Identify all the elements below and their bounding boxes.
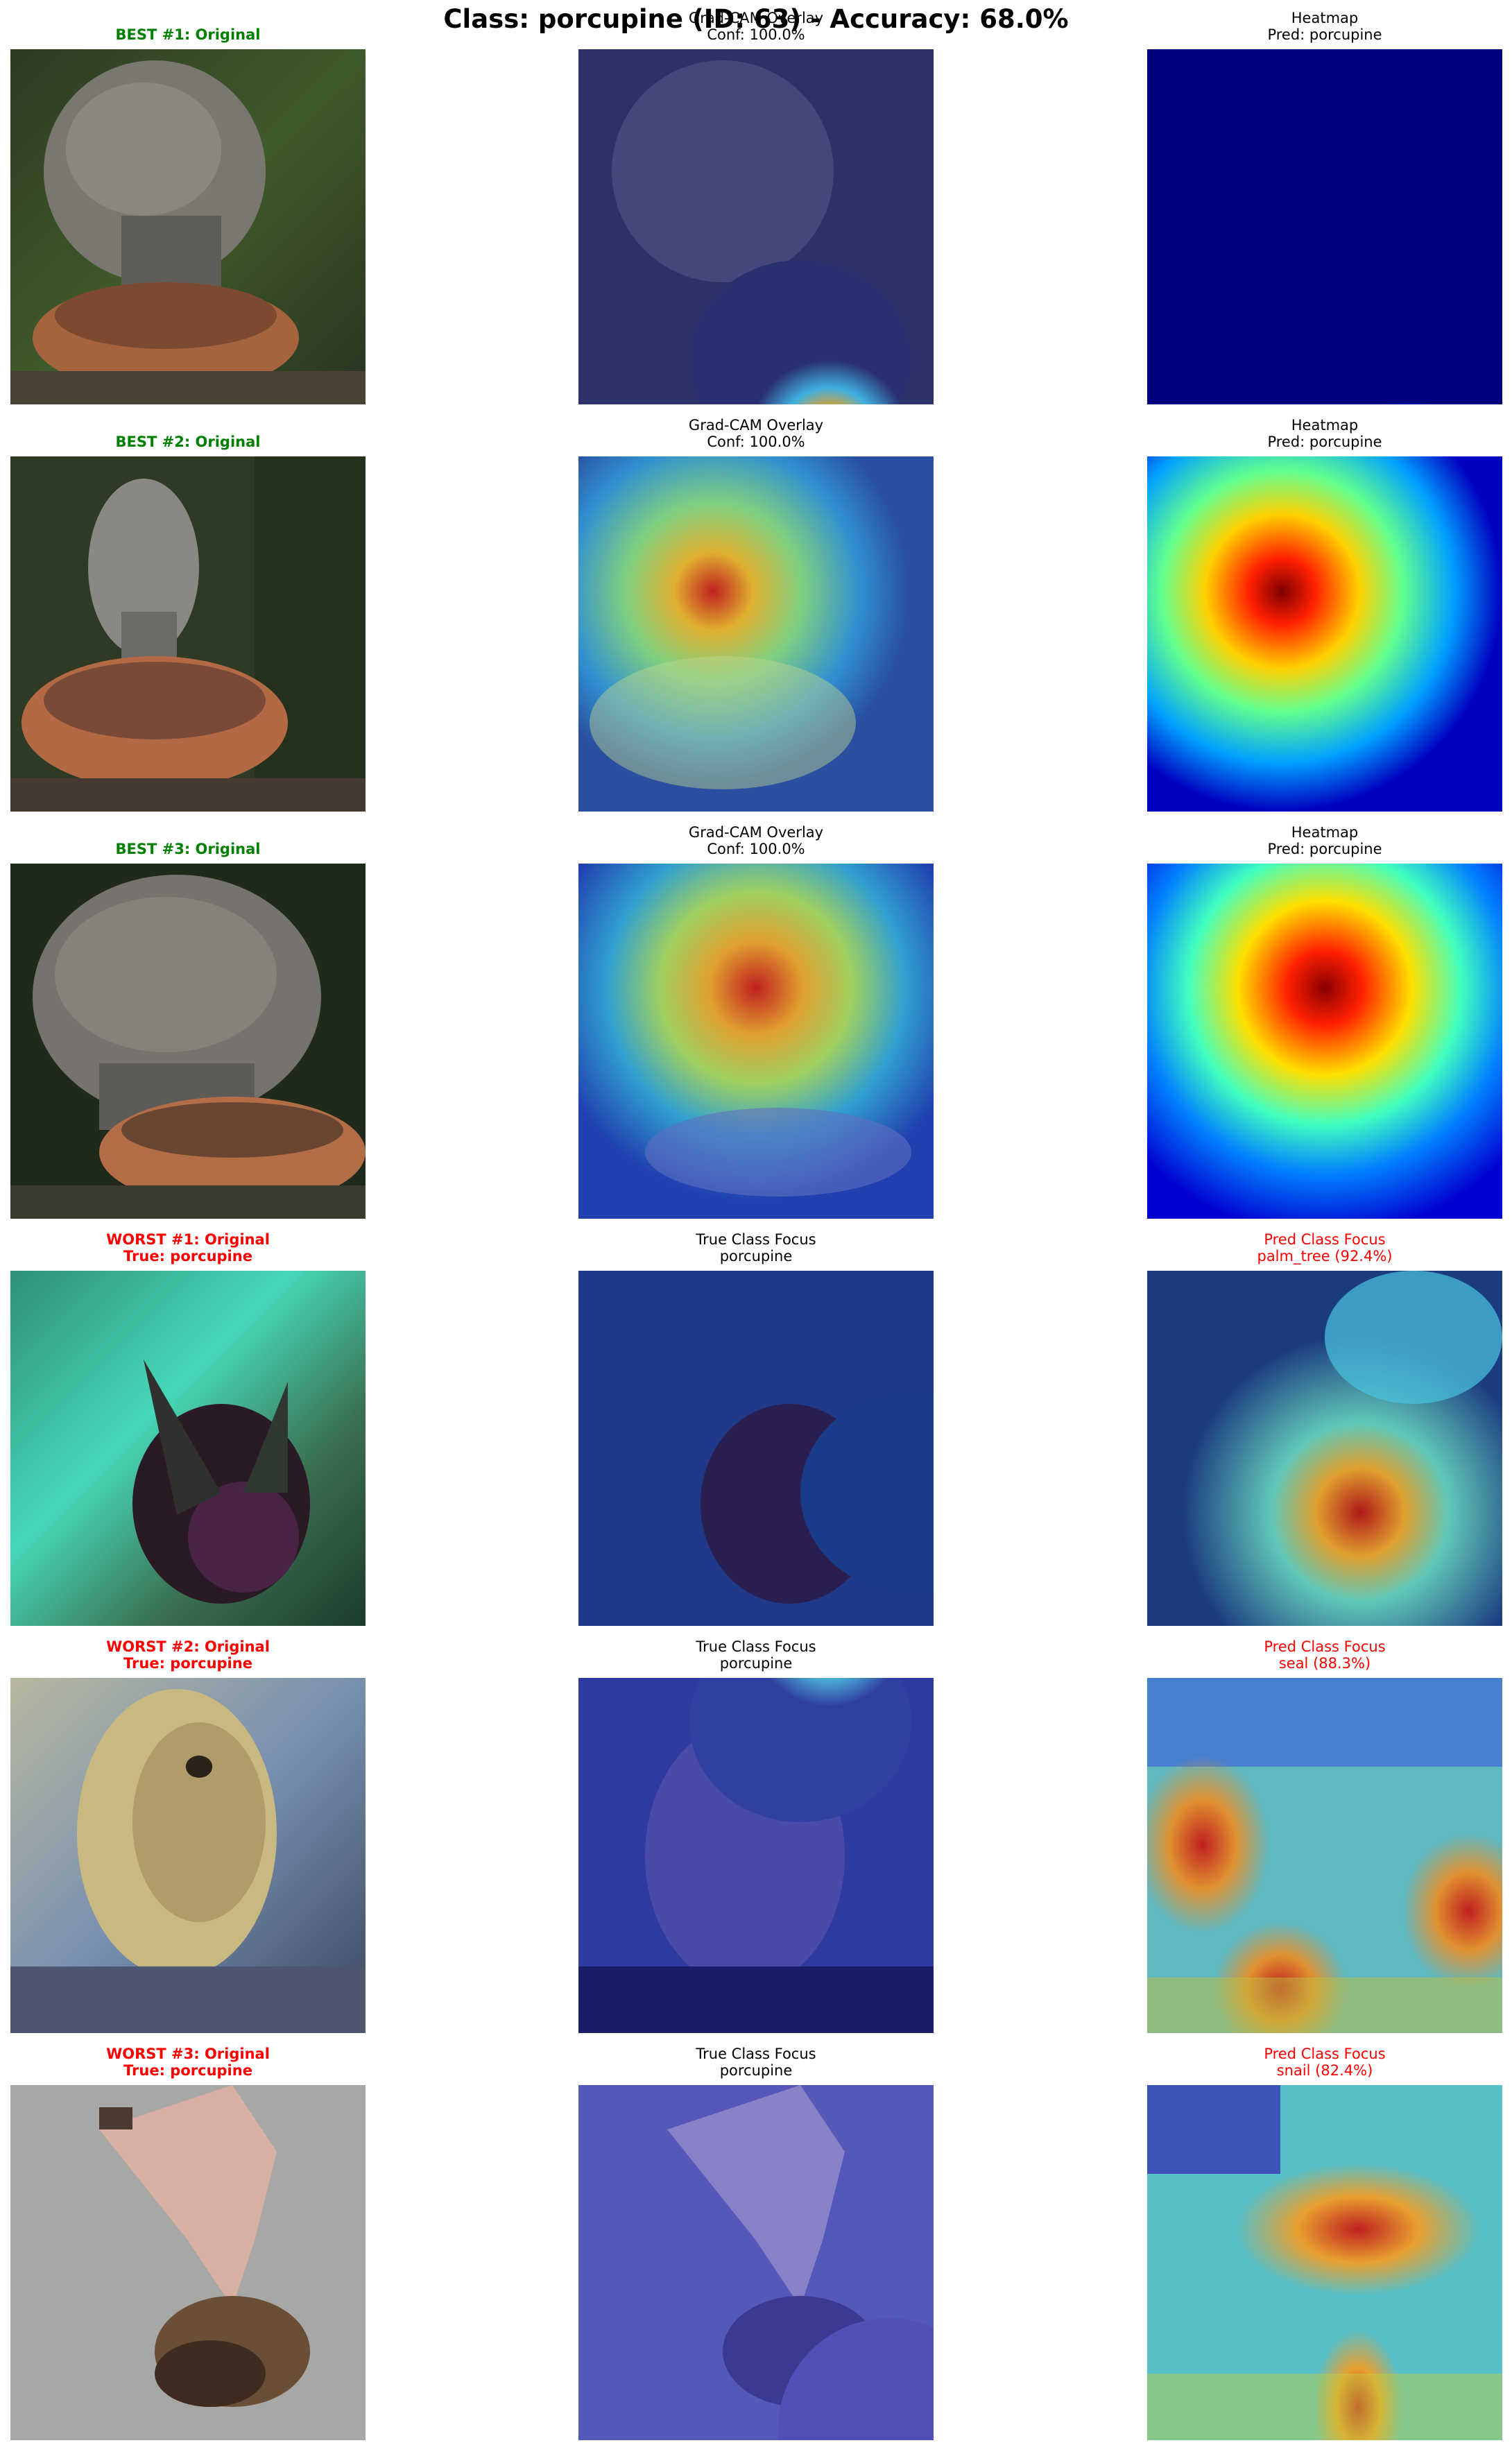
row5-original-title: WORST #2: Original True: porcupine xyxy=(106,1638,270,1672)
row2-heatmap-image xyxy=(1147,456,1502,812)
row1-overlay-title: Grad-CAM Overlay Conf: 100.0% xyxy=(688,10,824,43)
row1-original-image xyxy=(10,49,366,404)
row4-true-class-focus-image xyxy=(578,1271,934,1626)
row3-original-image xyxy=(10,864,366,1219)
row6-original-image xyxy=(10,2085,366,2440)
row6-pred-focus-title: Pred Class Focus snail (82.4%) xyxy=(1264,2046,1386,2079)
row2-original-image xyxy=(10,456,366,812)
row5-pred-class-focus-image xyxy=(1147,1678,1502,2033)
row4-pred-focus-title: Pred Class Focus palm_tree (92.4%) xyxy=(1257,1231,1393,1264)
row5-pred-focus-title: Pred Class Focus seal (88.3%) xyxy=(1264,1638,1386,1672)
figure-title: Class: porcupine (ID: 63) - Accuracy: 68… xyxy=(443,4,1069,34)
row6-true-focus-title: True Class Focus porcupine xyxy=(696,2046,816,2079)
row4-original-title: WORST #1: Original True: porcupine xyxy=(106,1231,270,1264)
row1-heatmap-image xyxy=(1147,49,1502,404)
row2-heatmap-title: Heatmap Pred: porcupine xyxy=(1267,417,1382,450)
row4-original-image xyxy=(10,1271,366,1626)
row3-heatmap-image xyxy=(1147,864,1502,1219)
row5-true-class-focus-image xyxy=(578,1678,934,2033)
row6-original-title: WORST #3: Original True: porcupine xyxy=(106,2046,270,2079)
row2-overlay-title: Grad-CAM Overlay Conf: 100.0% xyxy=(688,417,824,450)
row3-heatmap-title: Heatmap Pred: porcupine xyxy=(1267,824,1382,857)
row6-true-class-focus-image xyxy=(578,2085,934,2440)
row1-gradcam-overlay-image xyxy=(578,49,934,404)
row2-gradcam-overlay-image xyxy=(578,456,934,812)
row5-true-focus-title: True Class Focus porcupine xyxy=(696,1638,816,1672)
row3-overlay-title: Grad-CAM Overlay Conf: 100.0% xyxy=(688,824,824,857)
row2-original-title: BEST #2: Original xyxy=(115,434,261,450)
row4-pred-class-focus-image xyxy=(1147,1271,1502,1626)
row6-pred-class-focus-image xyxy=(1147,2085,1502,2440)
row4-true-focus-title: True Class Focus porcupine xyxy=(696,1231,816,1264)
row1-heatmap-title: Heatmap Pred: porcupine xyxy=(1267,10,1382,43)
row3-original-title: BEST #3: Original xyxy=(115,841,261,857)
row3-gradcam-overlay-image xyxy=(578,864,934,1219)
row1-original-title: BEST #1: Original xyxy=(115,26,261,43)
row5-original-image xyxy=(10,1678,366,2033)
